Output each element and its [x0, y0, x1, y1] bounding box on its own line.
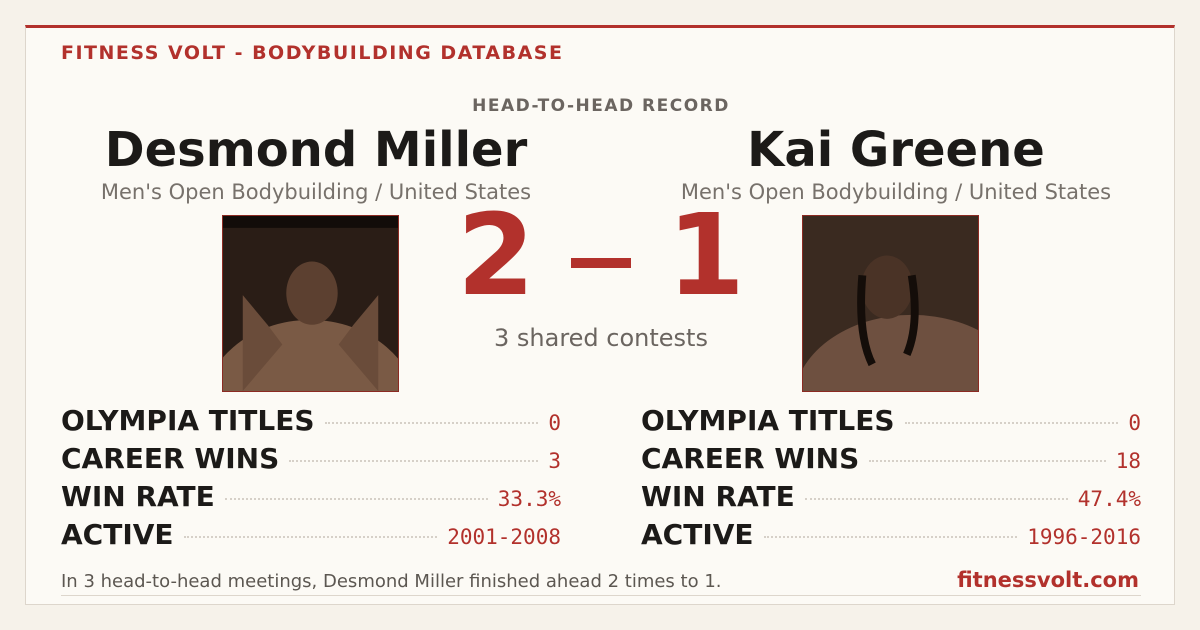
stat-label: CAREER WINS — [641, 442, 860, 475]
site-link[interactable]: fitnessvolt.com — [957, 568, 1139, 592]
competitor-photo — [802, 215, 979, 392]
stat-value: 18 — [1115, 449, 1141, 473]
stat-row: CAREER WINS 18 — [641, 442, 1141, 480]
brand: FITNESS VOLT - BODYBUILDING DATABASE — [61, 42, 564, 64]
score-left: 2 — [457, 191, 535, 321]
stat-row: OLYMPIA TITLES 0 — [641, 404, 1141, 442]
competitor-photo — [222, 215, 399, 392]
divider — [61, 595, 1141, 596]
competitor-name: Desmond Miller — [104, 122, 528, 178]
competitor-name: Kai Greene — [747, 122, 1045, 178]
stat-value: 3 — [548, 449, 561, 473]
stat-row: WIN RATE 47.4% — [641, 480, 1141, 518]
stat-label: CAREER WINS — [61, 442, 280, 475]
leader — [804, 498, 1068, 500]
leader — [289, 460, 539, 462]
stat-row: WIN RATE 33.3% — [61, 480, 561, 518]
leader — [224, 498, 488, 500]
leader — [869, 460, 1106, 462]
stat-row: CAREER WINS 3 — [61, 442, 561, 480]
stat-label: WIN RATE — [61, 480, 215, 513]
score-right: 1 — [667, 191, 745, 321]
stats: OLYMPIA TITLES 0 CAREER WINS 3 WIN RATE 33.3%… — [61, 404, 561, 556]
stat-value: 2001-2008 — [447, 525, 561, 549]
stat-row: OLYMPIA TITLES 0 — [61, 404, 561, 442]
stat-value: 0 — [548, 411, 561, 435]
stat-row: ACTIVE 2001-2008 — [61, 518, 561, 556]
stat-value: 33.3% — [497, 487, 561, 511]
competitor-division: Men's Open Bodybuilding / United States — [100, 180, 532, 204]
stat-value: 1996-2016 — [1027, 525, 1141, 549]
competitor-division: Men's Open Bodybuilding / United States — [680, 180, 1112, 204]
card: FITNESS VOLT - BODYBUILDING DATABASE HEA… — [25, 25, 1175, 605]
score-separator — [571, 258, 631, 269]
leader — [183, 536, 438, 538]
stat-label: ACTIVE — [61, 518, 174, 551]
leader — [324, 422, 539, 424]
stat-value: 0 — [1128, 411, 1141, 435]
leader — [904, 422, 1119, 424]
leader — [763, 536, 1018, 538]
stat-label: WIN RATE — [641, 480, 795, 513]
stat-label: OLYMPIA TITLES — [641, 404, 895, 437]
summary: In 3 head-to-head meetings, Desmond Mill… — [61, 571, 722, 592]
shared-contests: 3 shared contests — [494, 324, 708, 352]
stat-label: OLYMPIA TITLES — [61, 404, 315, 437]
stat-value: 47.4% — [1077, 487, 1141, 511]
stats: OLYMPIA TITLES 0 CAREER WINS 18 WIN RATE 47.4… — [641, 404, 1141, 556]
stat-row: ACTIVE 1996-2016 — [641, 518, 1141, 556]
matchup-label: HEAD-TO-HEAD RECORD — [472, 96, 730, 116]
stat-label: ACTIVE — [641, 518, 754, 551]
